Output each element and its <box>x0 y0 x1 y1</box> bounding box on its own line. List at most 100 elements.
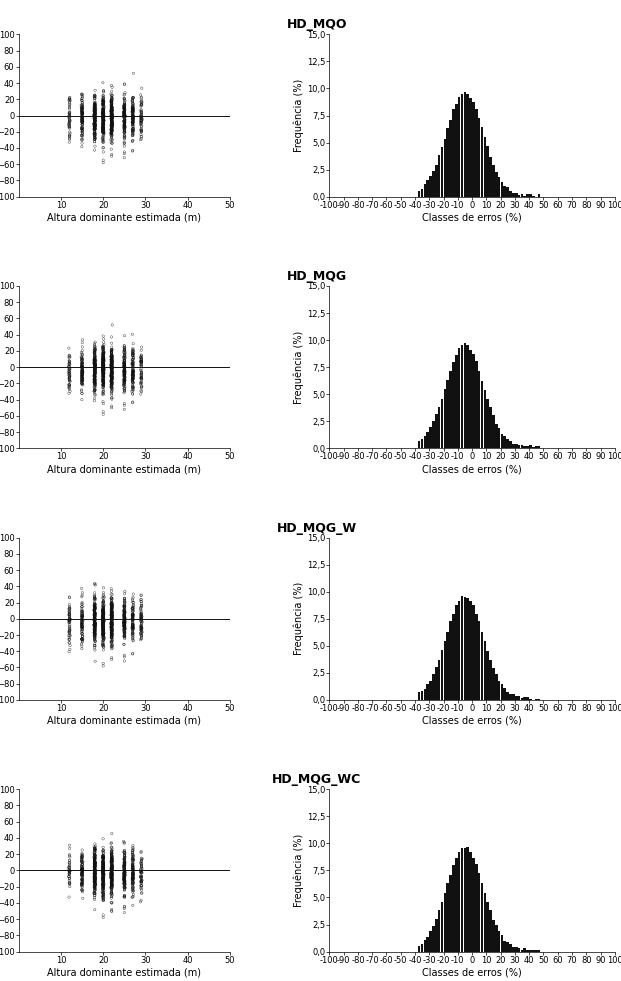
Point <box>89 117 99 132</box>
Point <box>119 363 129 379</box>
Point <box>127 124 137 139</box>
Point <box>107 121 117 136</box>
Point <box>90 605 100 621</box>
Point <box>98 637 108 652</box>
Point <box>107 375 117 390</box>
Point <box>119 834 129 850</box>
Point <box>106 359 116 375</box>
Point <box>119 344 129 360</box>
Point <box>127 347 137 363</box>
Point <box>127 100 137 116</box>
Point <box>119 100 129 116</box>
Point <box>120 115 130 130</box>
Point <box>128 98 138 114</box>
Point <box>107 371 117 387</box>
Point <box>98 104 108 120</box>
Bar <box>472 857 474 952</box>
Point <box>106 358 116 374</box>
Point <box>89 97 99 113</box>
Point <box>97 119 107 134</box>
Point <box>98 118 108 133</box>
Point <box>106 875 116 891</box>
Point <box>128 873 138 889</box>
Bar <box>504 942 506 952</box>
Point <box>128 884 138 900</box>
Point <box>107 355 117 371</box>
Point <box>136 867 146 883</box>
Point <box>98 591 108 606</box>
Point <box>119 888 129 904</box>
Point <box>98 604 108 620</box>
Point <box>107 345 117 361</box>
Point <box>99 615 109 631</box>
Point <box>98 97 108 113</box>
Point <box>120 118 130 133</box>
Point <box>106 865 116 881</box>
Point <box>98 855 108 871</box>
Point <box>98 622 108 638</box>
Point <box>98 373 108 388</box>
Point <box>98 115 108 130</box>
Point <box>98 612 108 628</box>
Point <box>127 110 137 126</box>
Point <box>120 93 130 109</box>
Point <box>106 858 116 874</box>
Point <box>120 121 130 136</box>
Point <box>65 856 75 872</box>
Point <box>119 836 129 852</box>
Point <box>107 369 117 385</box>
Point <box>107 351 117 367</box>
Point <box>107 873 117 889</box>
Point <box>89 98 99 114</box>
Point <box>77 112 87 128</box>
Point <box>90 381 100 396</box>
Point <box>128 597 138 613</box>
Point <box>98 599 108 615</box>
Point <box>128 116 138 131</box>
Point <box>89 873 99 889</box>
Point <box>119 100 129 116</box>
Point <box>107 377 117 392</box>
Point <box>107 864 117 880</box>
Point <box>98 609 108 625</box>
Point <box>107 624 117 640</box>
Point <box>107 390 117 406</box>
Point <box>107 356 117 372</box>
Point <box>120 353 130 369</box>
Point <box>98 139 108 155</box>
Point <box>119 91 129 107</box>
Point <box>99 336 109 352</box>
Point <box>77 106 87 122</box>
Point <box>98 112 108 128</box>
Point <box>106 359 116 375</box>
Point <box>77 352 87 368</box>
Point <box>128 898 138 913</box>
Point <box>90 592 100 607</box>
Point <box>98 117 108 132</box>
Bar <box>518 696 520 699</box>
Point <box>99 629 109 645</box>
Point <box>99 356 109 372</box>
Point <box>99 618 109 634</box>
Point <box>89 105 99 121</box>
Point <box>90 617 100 633</box>
Bar <box>484 137 486 196</box>
Point <box>106 103 116 119</box>
Point <box>107 116 117 131</box>
Point <box>90 114 100 129</box>
Point <box>77 862 87 878</box>
Point <box>106 352 116 368</box>
Point <box>98 619 108 635</box>
Point <box>77 112 87 128</box>
Point <box>128 606 138 622</box>
Point <box>98 362 108 378</box>
Point <box>98 859 108 875</box>
Point <box>98 134 108 150</box>
Point <box>107 867 117 883</box>
Point <box>106 354 116 370</box>
Point <box>98 872 108 888</box>
Point <box>89 864 99 880</box>
Point <box>107 641 117 656</box>
Point <box>120 108 130 124</box>
Point <box>99 359 109 375</box>
